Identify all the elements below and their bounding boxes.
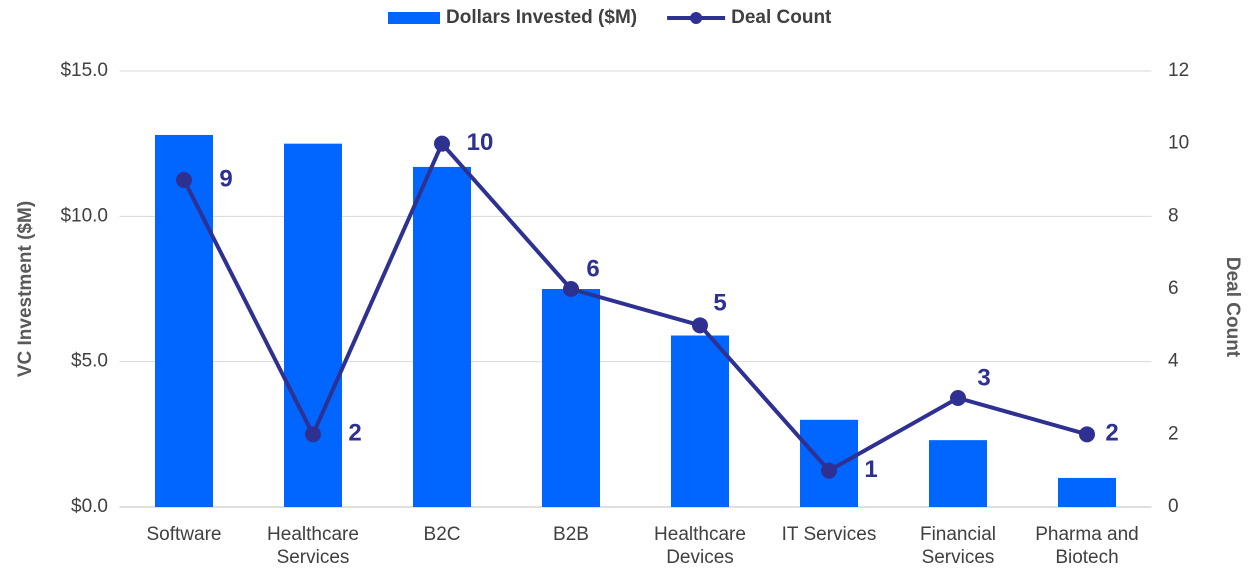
y-axis-title: VC Investment ($M) — [15, 201, 36, 377]
bar — [1058, 477, 1116, 507]
legend-swatch — [388, 12, 440, 24]
y-tick-label: $5.0 — [71, 351, 108, 372]
line — [182, 141, 1088, 473]
y-tick-label: $0.0 — [71, 496, 108, 517]
data-label: 5 — [713, 290, 726, 317]
x-tick-label: B2B — [553, 524, 589, 545]
data-label: 2 — [1105, 420, 1118, 447]
line-marker — [1079, 426, 1095, 443]
data-label: 3 — [977, 364, 990, 391]
legend-swatch-marker — [690, 12, 703, 24]
x-tick-label: Healthcare Services — [267, 524, 359, 568]
y2-tick-label: 6 — [1168, 278, 1179, 299]
line-marker — [692, 317, 708, 334]
line-marker — [821, 462, 837, 479]
legend-label: Dollars Invested ($M) — [446, 7, 637, 28]
data-label: 2 — [348, 420, 361, 447]
bar — [284, 143, 342, 507]
bar — [155, 134, 213, 508]
bar — [542, 289, 600, 507]
x-tick-label: Healthcare Devices — [654, 524, 746, 568]
data-label: 10 — [467, 129, 494, 156]
y2-tick-label: 0 — [1168, 496, 1179, 517]
x-tick-label: Financial Services — [919, 524, 997, 568]
line-marker — [950, 390, 966, 406]
x-tick-label: B2C — [423, 524, 461, 545]
line-marker — [176, 172, 192, 188]
bar — [671, 335, 729, 507]
bar — [929, 440, 987, 507]
data-label: 1 — [864, 456, 877, 483]
y-tick-label: $15.0 — [60, 60, 108, 81]
line-marker — [305, 426, 321, 443]
x-tick-label: IT Services — [781, 524, 877, 545]
y2-tick-label: 2 — [1168, 423, 1179, 444]
data-label: 9 — [219, 165, 232, 192]
y2-axis-title: Deal Count — [1222, 257, 1243, 358]
y2-tick-label: 4 — [1168, 351, 1179, 372]
y2-tick-label: 12 — [1168, 60, 1189, 81]
line-marker — [434, 135, 450, 152]
y2-tick-label: 8 — [1168, 205, 1179, 226]
line-marker — [563, 281, 579, 297]
y2-tick-label: 10 — [1168, 133, 1189, 154]
y-tick-label: $10.0 — [60, 205, 108, 226]
x-tick-label: Software — [146, 524, 222, 545]
data-label: 6 — [586, 255, 599, 282]
x-tick-label: Pharma and Biotech — [1035, 524, 1139, 568]
legend-label: Deal Count — [731, 7, 832, 28]
bar — [413, 166, 471, 508]
